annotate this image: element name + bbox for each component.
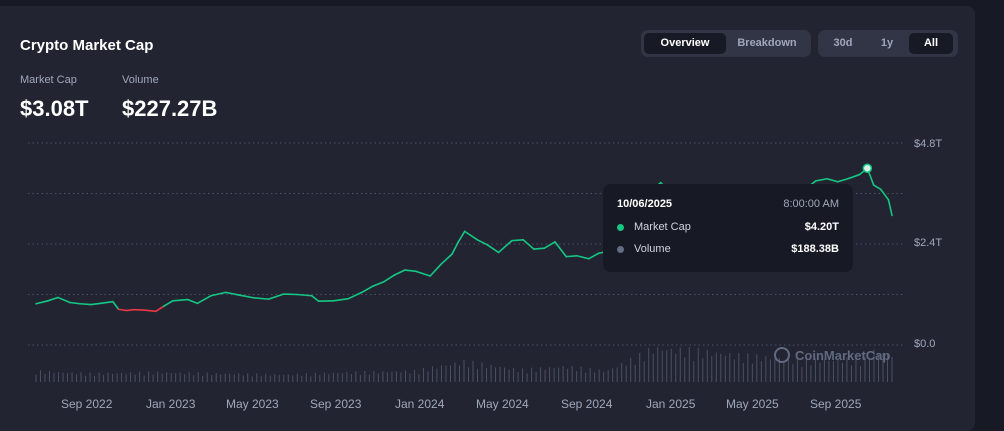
- market-cap-line-segment: [554, 241, 568, 258]
- tooltip-date: 10/06/2025: [617, 198, 673, 210]
- market-cap-line-segment: [887, 199, 893, 217]
- range-all[interactable]: All: [909, 33, 953, 54]
- x-tick-label: Sep 2023: [310, 397, 362, 411]
- market-cap-line-segment: [196, 294, 212, 305]
- market-cap-line-segment: [826, 177, 839, 183]
- market-cap-line-segment: [224, 291, 242, 297]
- market-cap-line-segment: [57, 296, 71, 304]
- volume-value: $227.27B: [122, 96, 218, 121]
- tooltip-volume-value: $188.38B: [791, 243, 839, 255]
- card-title: Crypto Market Cap: [20, 37, 154, 54]
- market-cap-line-segment: [112, 300, 120, 311]
- y-tick-label: $4.8T: [914, 138, 943, 150]
- range-30d[interactable]: 30d: [833, 37, 853, 49]
- market-cap-line-segment: [393, 269, 406, 276]
- market-cap-label: Market Cap: [20, 74, 77, 86]
- market-cap-line-segment: [35, 300, 49, 305]
- market-cap-value: $3.08T: [20, 96, 89, 121]
- x-tick-label: May 2024: [476, 397, 529, 411]
- x-tick-label: May 2023: [226, 397, 279, 411]
- range-toggle: 30d 1y All: [818, 30, 958, 57]
- tooltip-volume-label: Volume: [634, 243, 671, 255]
- market-cap-line-segment: [576, 254, 590, 260]
- market-cap-line-segment: [415, 270, 431, 277]
- tooltip-market-cap-label: Market Cap: [634, 221, 691, 233]
- market-cap-line-segment: [210, 291, 227, 297]
- market-cap-line-segment: [588, 252, 600, 260]
- coinmarketcap-watermark: CoinMarketCap: [774, 347, 890, 363]
- coinmarketcap-logo-icon: [774, 347, 790, 363]
- market-cap-line-segment: [533, 247, 546, 250]
- tab-breakdown[interactable]: Breakdown: [737, 37, 797, 49]
- tooltip-time: 8:00:00 AM: [783, 198, 839, 210]
- market-cap-line-segment: [429, 262, 443, 277]
- market-cap-line-segment: [360, 285, 374, 294]
- range-1y[interactable]: 1y: [880, 37, 894, 49]
- market-cap-line-segment: [879, 188, 890, 201]
- market-cap-line-segment: [815, 177, 828, 182]
- market-cap-line-segment: [267, 293, 285, 300]
- x-tick-label: Jan 2023: [146, 397, 196, 411]
- x-tick-label: Sep 2025: [810, 397, 862, 411]
- market-cap-dot-icon: [617, 223, 624, 231]
- market-cap-line-segment: [69, 301, 81, 305]
- market-cap-line-segment: [565, 254, 578, 258]
- market-cap-line-segment: [463, 230, 479, 241]
- market-cap-line-segment: [90, 302, 102, 306]
- market-cap-line-segment: [143, 309, 157, 313]
- market-cap-line-segment: [543, 241, 556, 250]
- market-cap-line-segment: [403, 269, 417, 273]
- watermark-text: CoinMarketCap: [795, 347, 891, 363]
- market-cap-line-segment: [186, 298, 199, 305]
- y-tick-label: $0.0: [914, 338, 936, 350]
- market-cap-line-segment: [486, 244, 500, 254]
- x-tick-label: Jan 2025: [646, 397, 696, 411]
- market-cap-line-segment: [100, 300, 114, 305]
- market-cap-line-segment: [347, 291, 363, 300]
- market-cap-line-segment: [497, 239, 513, 254]
- view-toggle: Overview Breakdown: [641, 30, 811, 57]
- tab-overview[interactable]: Overview: [644, 33, 726, 54]
- market-cap-line-segment: [125, 308, 135, 312]
- market-cap-line-segment: [47, 296, 59, 302]
- market-cap-line-segment: [171, 298, 189, 302]
- market-cap-line-segment: [511, 238, 525, 242]
- market-cap-line-segment: [296, 293, 313, 297]
- market-cap-line-segment: [382, 274, 395, 283]
- market-cap-line-segment: [457, 230, 466, 243]
- x-tick-label: Sep 2022: [61, 397, 113, 411]
- market-cap-line-segment: [836, 177, 850, 183]
- market-cap-line-segment: [440, 253, 453, 265]
- x-tick-label: Sep 2024: [561, 397, 613, 411]
- market-cap-line-segment: [253, 297, 270, 300]
- chart-tooltip: 10/06/2025 8:00:00 AM Market Cap $4.20T …: [603, 184, 853, 272]
- volume-label: Volume: [122, 74, 159, 86]
- market-cap-line-segment: [239, 294, 255, 299]
- market-cap-line-segment: [451, 241, 460, 255]
- market-cap-line-segment: [332, 297, 350, 302]
- volume-dot-icon: [617, 245, 624, 253]
- highlight-point: [862, 163, 873, 173]
- tooltip-market-cap-value: $4.20T: [804, 221, 839, 233]
- market-cap-line-segment: [78, 302, 92, 306]
- x-tick-label: May 2025: [726, 397, 779, 411]
- y-tick-label: $2.4T: [914, 237, 943, 249]
- market-cap-line-segment: [476, 238, 489, 246]
- market-cap-line-segment: [372, 281, 385, 287]
- market-cap-line-segment: [162, 300, 174, 308]
- market-cap-line-segment: [310, 294, 320, 303]
- x-tick-label: Jan 2024: [395, 397, 445, 411]
- market-cap-line-segment: [872, 184, 882, 191]
- market-cap-line-segment: [848, 173, 861, 180]
- market-cap-line-segment: [155, 305, 165, 313]
- market-cap-line-segment: [117, 308, 128, 312]
- market-cap-line-segment: [522, 238, 535, 250]
